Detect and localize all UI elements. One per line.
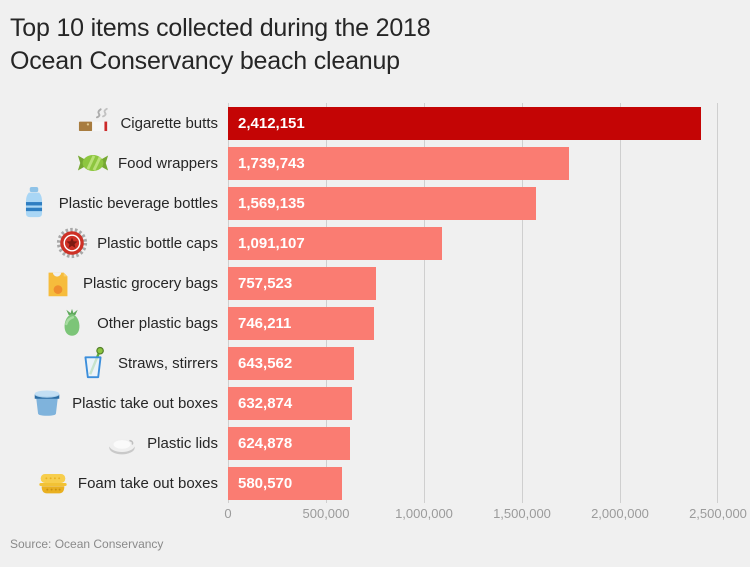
bar: 1,091,107	[228, 226, 442, 260]
bar-chart: Cigarette butts Food wrappers Plastic be…	[0, 103, 750, 503]
category-row: Straws, stirrers	[0, 343, 228, 383]
bar-row: 632,874	[228, 383, 718, 423]
x-axis: 0 500,000 1,000,000 1,500,000 2,000,000 …	[224, 503, 747, 521]
bar-row: 1,091,107	[228, 223, 718, 263]
grocery-bag-icon	[41, 266, 75, 300]
bar-value-label: 632,874	[238, 394, 293, 412]
bar: 580,570	[228, 466, 342, 500]
x-axis-tick: 2,500,000	[689, 506, 747, 521]
category-row: Plastic lids	[0, 423, 228, 463]
category-row: Food wrappers	[0, 143, 228, 183]
bar-value-label: 2,412,151	[238, 114, 305, 132]
x-axis-tick: 1,000,000	[395, 506, 453, 521]
bar: 2,412,151	[228, 106, 701, 140]
source-attribution: Source: Ocean Conservancy	[10, 537, 164, 551]
category-row: Plastic take out boxes	[0, 383, 228, 423]
category-label: Other plastic bags	[97, 314, 218, 332]
category-label: Plastic bottle caps	[97, 234, 218, 252]
bar-value-label: 580,570	[238, 474, 293, 492]
bar-value-label: 1,739,743	[238, 154, 305, 172]
bar-value-label: 746,211	[238, 314, 292, 332]
gridline	[424, 103, 425, 503]
category-labels-column: Cigarette butts Food wrappers Plastic be…	[0, 103, 228, 503]
trash-bag-icon	[55, 306, 89, 340]
straw-cup-icon	[76, 346, 110, 380]
bar-value-label: 624,878	[238, 434, 293, 452]
bar-value-label: 1,091,107	[238, 234, 305, 252]
category-row: Foam take out boxes	[0, 463, 228, 503]
category-label: Plastic lids	[147, 434, 218, 452]
gridline	[326, 103, 327, 503]
category-label: Food wrappers	[117, 154, 218, 172]
x-axis-tick: 1,500,000	[493, 506, 551, 521]
category-row: Plastic beverage bottles	[0, 183, 228, 223]
bar-row: 1,569,135	[228, 183, 718, 223]
x-axis-tick: 0	[224, 506, 232, 521]
bar: 757,523	[228, 266, 377, 300]
category-row: Cigarette butts	[0, 103, 228, 143]
bar-row: 1,739,743	[228, 143, 718, 183]
category-row: Plastic grocery bags	[0, 263, 228, 303]
title-line-1: Top 10 items collected during the 2018	[10, 14, 431, 42]
category-label: Plastic grocery bags	[82, 274, 218, 292]
category-label: Plastic take out boxes	[72, 394, 218, 412]
bar: 632,874	[228, 386, 353, 420]
bottle-cap-icon	[55, 226, 89, 260]
x-axis-tick: 500,000	[302, 506, 350, 521]
bar: 643,562	[228, 346, 355, 380]
bar: 1,739,743	[228, 146, 569, 180]
category-row: Other plastic bags	[0, 303, 228, 343]
gridline	[522, 103, 523, 503]
category-label: Foam take out boxes	[77, 474, 218, 492]
plastic-lid-icon	[105, 426, 139, 460]
bar-value-label: 643,562	[238, 354, 293, 372]
gridline	[228, 103, 229, 503]
water-bottle-icon	[17, 186, 51, 220]
gridline	[717, 103, 718, 503]
title-line-2: Ocean Conservancy beach cleanup	[10, 47, 400, 75]
category-label: Straws, stirrers	[117, 354, 218, 372]
x-axis-tick: 2,000,000	[591, 506, 649, 521]
bar-row: 580,570	[228, 463, 718, 503]
plot-area: 2,412,151 1,739,743 1,569,135 1,091,107 …	[228, 103, 718, 503]
bar: 746,211	[228, 306, 375, 340]
category-label: Plastic beverage bottles	[58, 194, 218, 212]
category-label: Cigarette butts	[120, 114, 218, 132]
bar: 1,569,135	[228, 186, 536, 220]
candy-wrapper-icon	[76, 146, 110, 180]
bar-value-label: 757,523	[238, 274, 293, 292]
bar-row: 757,523	[228, 263, 718, 303]
bar: 624,878	[228, 426, 351, 460]
bar-row: 643,562	[228, 343, 718, 383]
page-title: Top 10 items collected during the 2018 O…	[0, 0, 750, 78]
bar-value-label: 1,569,135	[238, 194, 305, 212]
gridline	[620, 103, 621, 503]
bar-row: 2,412,151	[228, 103, 718, 143]
bar-row: 624,878	[228, 423, 718, 463]
category-row: Plastic bottle caps	[0, 223, 228, 263]
cigarette-icon	[78, 106, 112, 140]
foam-box-icon	[36, 466, 70, 500]
bar-row: 746,211	[228, 303, 718, 343]
takeout-tub-icon	[30, 386, 64, 420]
